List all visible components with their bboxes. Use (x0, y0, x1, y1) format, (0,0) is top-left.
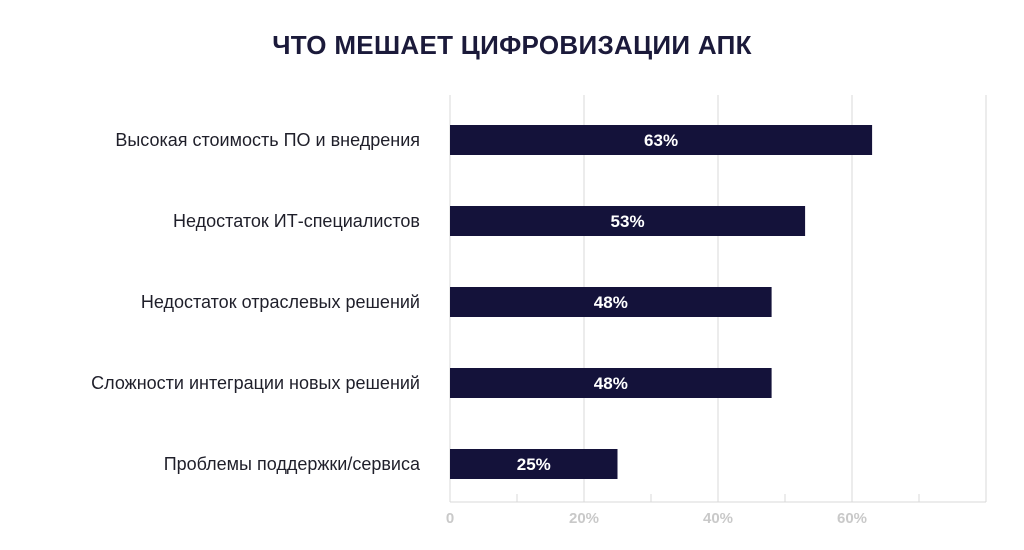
bar (450, 287, 772, 317)
category-label: Недостаток отраслевых решений (141, 292, 420, 312)
bar-value-label: 48% (594, 374, 628, 393)
bar (450, 206, 806, 236)
bar-value-label: 48% (594, 293, 628, 312)
x-tick-label: 20% (569, 510, 599, 527)
chart-title: ЧТО МЕШАЕТ ЦИФРОВИЗАЦИИ АПК (272, 30, 752, 60)
x-tick-label: 0 (446, 510, 454, 527)
bar (450, 368, 772, 398)
category-labels: Высокая стоимость ПО и внедрения Недостат… (91, 130, 421, 474)
bar-value-label: 25% (517, 455, 551, 474)
x-axis: 0 20% 40% 60% (446, 510, 867, 527)
category-label: Недостаток ИТ-специалистов (173, 211, 420, 231)
category-label: Сложности интеграции новых решений (91, 373, 420, 393)
category-label: Высокая стоимость ПО и внедрения (115, 130, 420, 150)
x-tick-label: 40% (703, 510, 733, 527)
bar (450, 449, 618, 479)
bar-value-label: 63% (644, 131, 678, 150)
category-label: Проблемы поддержки/сервиса (164, 454, 421, 474)
bar-value-label: 53% (611, 212, 645, 231)
bars: 63% 53% 48% 48% 25% (450, 125, 873, 479)
bar (450, 125, 873, 155)
x-tick-label: 60% (837, 510, 867, 527)
